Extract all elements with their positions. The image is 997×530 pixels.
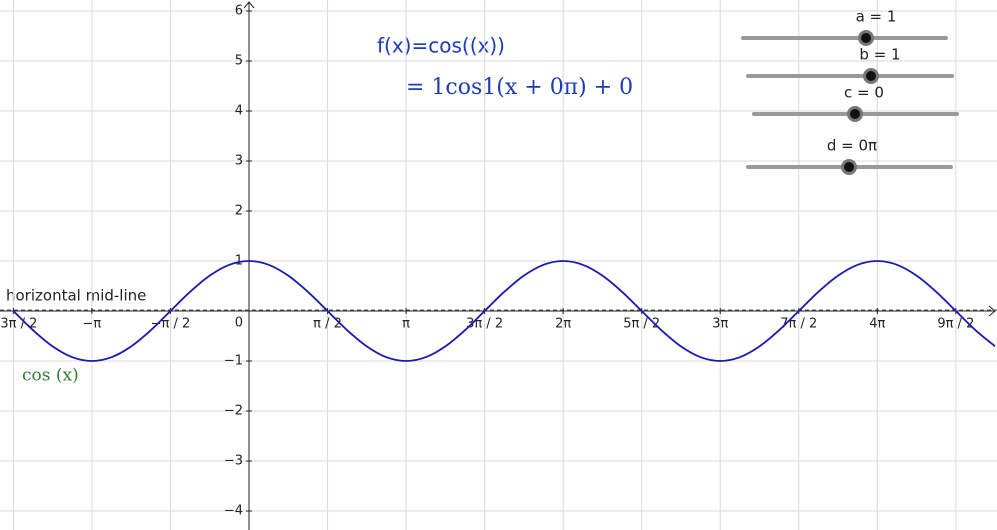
slider[interactable]: b = 1	[746, 46, 954, 84]
x-tick-label: −3π / 2	[0, 317, 37, 332]
x-axis-arrow	[988, 305, 996, 317]
slider-label: a = 1	[856, 8, 897, 26]
x-tick-label: 2π	[555, 317, 571, 332]
x-tick-label: 3π	[712, 317, 728, 332]
y-tick-label: 6	[235, 4, 243, 19]
curve-label: cos (x)	[22, 366, 79, 386]
slider-knob[interactable]	[841, 159, 857, 175]
slider[interactable]: d = 0π	[746, 137, 953, 175]
curve	[12, 260, 996, 362]
y-tick-label: 4	[235, 104, 243, 119]
y-tick-label: −2	[224, 404, 243, 419]
x-tick-label: π / 2	[313, 317, 342, 332]
slider-knob[interactable]	[858, 30, 874, 46]
y-tick-label: −3	[224, 454, 243, 469]
x-tick-label: −π	[83, 317, 102, 332]
slider[interactable]: c = 0	[752, 84, 959, 122]
slider-label: b = 1	[859, 46, 900, 64]
y-tick-label: 2	[235, 204, 243, 219]
slider-label: c = 0	[844, 84, 884, 102]
formula-expanded: = 1cos1(x + 0π) + 0	[406, 75, 633, 100]
y-tick-label: 1	[235, 254, 243, 269]
slider-knob[interactable]	[847, 106, 863, 122]
formula: f(x)=cos((x))	[377, 34, 505, 58]
slider-knob[interactable]	[863, 68, 879, 84]
y-axis-arrow	[243, 1, 255, 9]
slider[interactable]: a = 1	[741, 8, 948, 46]
slider-label: d = 0π	[827, 137, 877, 155]
y-tick-label: 3	[235, 154, 243, 169]
y-tick-label: −1	[224, 354, 243, 369]
x-tick-label: π	[402, 317, 410, 332]
y-tick-label: 5	[235, 54, 243, 69]
y-tick-label: −4	[224, 504, 243, 519]
midline-label: horizontal mid-line	[6, 287, 146, 305]
y-tick-label: 0	[235, 316, 243, 331]
x-tick-label: 4π	[869, 317, 885, 332]
